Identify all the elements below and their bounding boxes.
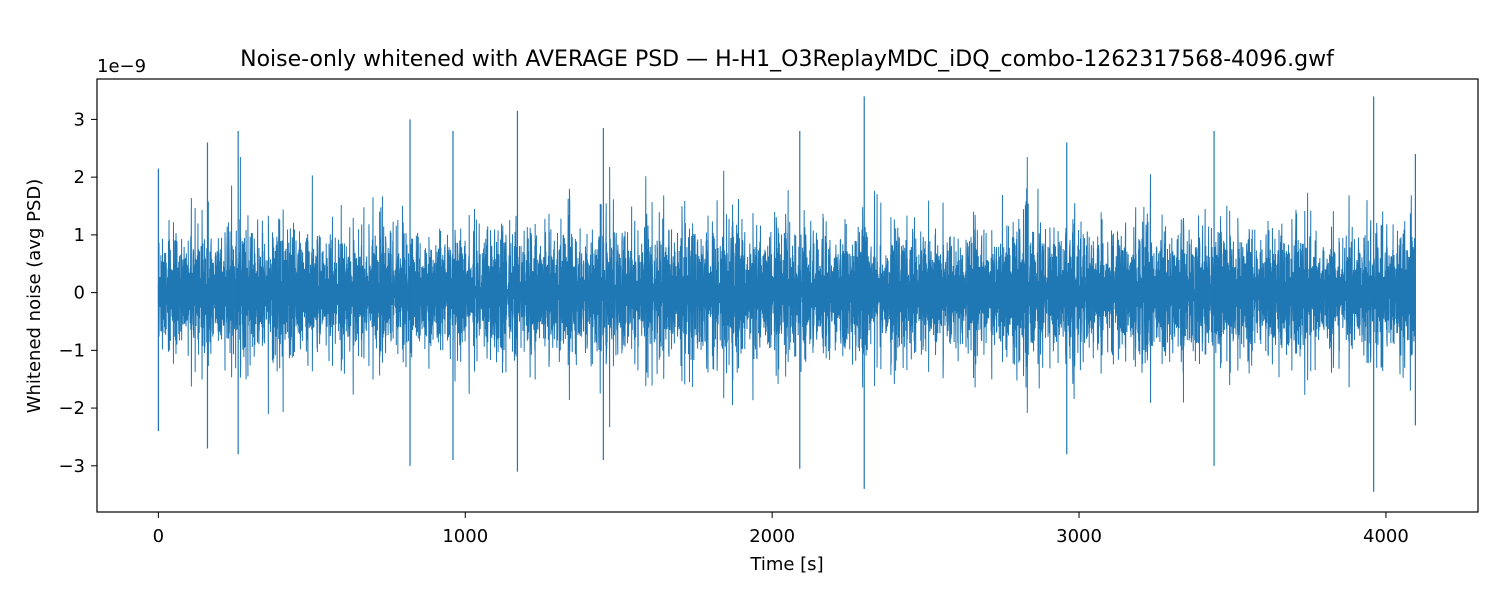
series-line bbox=[157, 156, 1416, 428]
chart-title: Noise-only whitened with AVERAGE PSD — H… bbox=[240, 47, 1335, 72]
x-tick-label: 3000 bbox=[1056, 526, 1102, 547]
y-tick-label: 2 bbox=[74, 167, 85, 188]
axes-frame bbox=[96, 78, 1479, 513]
y-tick-label: 3 bbox=[74, 109, 85, 130]
plot-area bbox=[157, 96, 1416, 492]
y-tick-label: 1 bbox=[74, 225, 85, 246]
y-tick-label: −1 bbox=[58, 340, 85, 361]
y-tick-label: 0 bbox=[74, 283, 85, 304]
y-offset-label: 1e−9 bbox=[97, 56, 146, 77]
x-tick-label: 4000 bbox=[1363, 526, 1409, 547]
y-tick-label: −2 bbox=[58, 398, 85, 419]
x-tick-label: 1000 bbox=[442, 526, 488, 547]
x-axis: 0 1000 2000 3000 4000 bbox=[153, 512, 1409, 547]
x-axis-label: Time [s] bbox=[749, 554, 823, 575]
y-axis-label: Whitened noise (avg PSD) bbox=[24, 179, 45, 414]
y-tick-label: −3 bbox=[58, 456, 85, 477]
y-axis: −3 −2 −1 0 1 2 3 bbox=[58, 109, 97, 477]
x-tick-label: 2000 bbox=[749, 526, 795, 547]
x-tick-label: 0 bbox=[153, 526, 164, 547]
